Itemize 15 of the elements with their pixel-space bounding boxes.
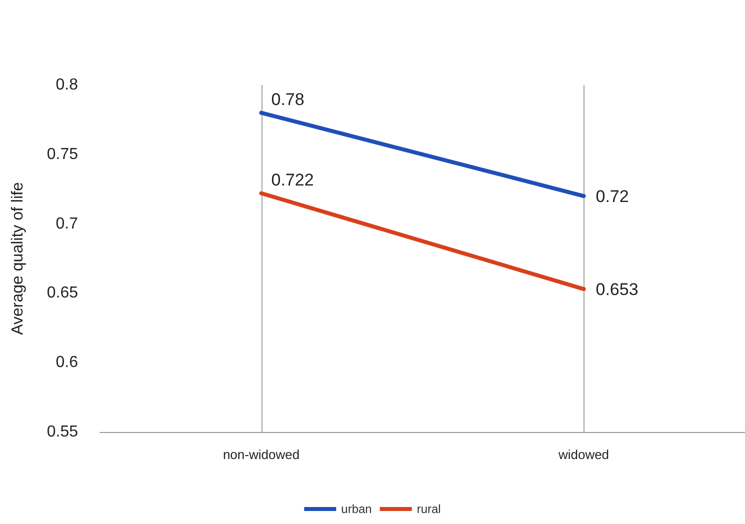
y-tick-label: 0.55: [46, 424, 78, 440]
y-tick-label: 0.65: [46, 284, 78, 302]
data-label: 0.653: [596, 280, 638, 300]
y-tick-label: 0.7: [56, 215, 78, 232]
data-label: 0.72: [596, 187, 629, 206]
y-tick-label: 0.6: [56, 354, 78, 372]
x-tick-label: non-widowed: [222, 447, 300, 462]
y-axis-title: Average quality of life: [10, 182, 26, 335]
x-tick-label: widowed: [557, 447, 610, 462]
data-label: 0.78: [271, 90, 304, 109]
legend-label: urban: [341, 502, 372, 516]
y-tick-label: 0.75: [46, 146, 78, 163]
y-tick-label: 0.8: [56, 76, 78, 94]
data-label: 0.722: [271, 170, 314, 190]
legend-label: rural: [416, 502, 441, 516]
